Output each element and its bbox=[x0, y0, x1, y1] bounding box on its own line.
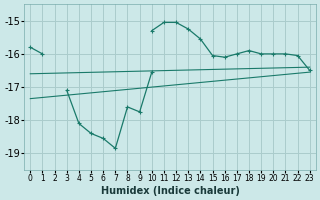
X-axis label: Humidex (Indice chaleur): Humidex (Indice chaleur) bbox=[100, 186, 239, 196]
